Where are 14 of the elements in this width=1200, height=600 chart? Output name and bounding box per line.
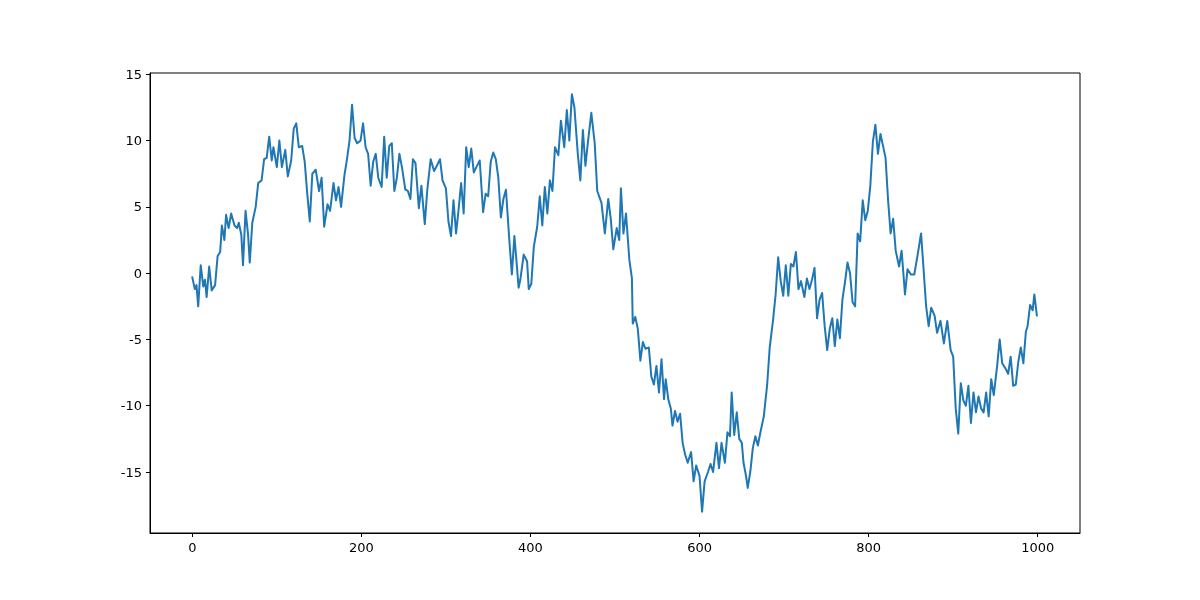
y-tick-label: 0	[133, 265, 142, 281]
x-tick-label: 0	[188, 540, 197, 555]
x-tick-label: 200	[348, 540, 374, 555]
x-tick-label: 400	[518, 540, 543, 555]
y-tick-label: -5	[129, 331, 142, 347]
y-tick-label: 15	[125, 66, 142, 82]
x-tick-label: 1000	[1021, 540, 1055, 555]
y-tick-label: -10	[120, 398, 142, 414]
y-tick-label: 10	[125, 133, 142, 149]
y-tick-label: -15	[120, 464, 142, 480]
y-tick-label: 5	[133, 199, 142, 215]
x-tick-label: 800	[856, 540, 882, 555]
x-tick-label: 600	[687, 540, 712, 555]
line-series	[191, 93, 1038, 513]
